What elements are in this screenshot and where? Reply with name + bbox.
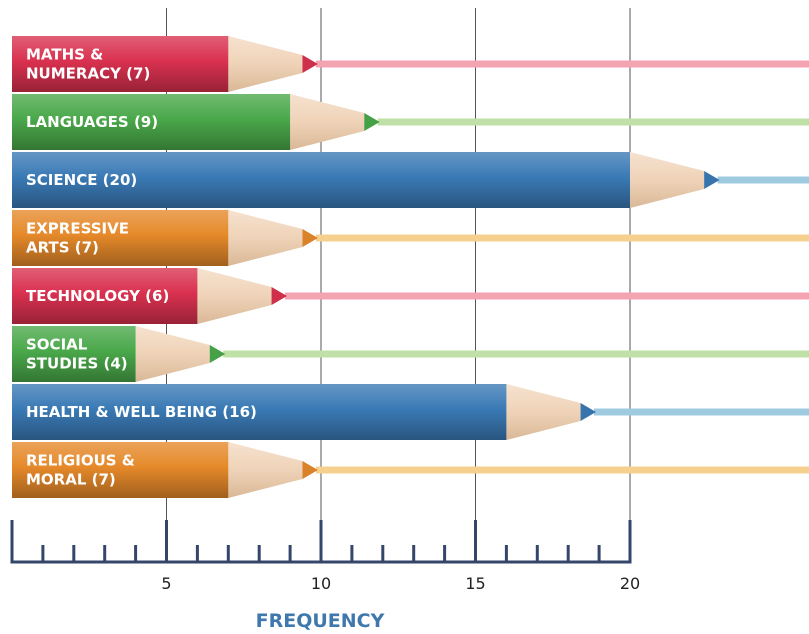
bar	[12, 152, 630, 208]
bar-label-line: RELIGIOUS &	[26, 452, 135, 470]
pencil-tip	[704, 171, 720, 189]
bar-label-line: EXPRESSIVE	[26, 220, 129, 238]
pencil-wood	[228, 210, 303, 266]
bar	[12, 36, 229, 92]
major-tick	[165, 520, 168, 562]
pencil-tip	[364, 113, 380, 131]
bar	[12, 94, 291, 150]
minor-tick	[134, 545, 138, 562]
pencil-tip	[271, 287, 288, 305]
minor-tick	[504, 545, 508, 562]
bar-pencil: RELIGIOUS & MORAL (7)	[12, 442, 809, 498]
bar-pencil: LANGUAGES (9)	[12, 94, 809, 150]
bar-label-line: HEALTH & WELL BEING (16)	[26, 403, 257, 421]
bar-label: EXPRESSIVE ARTS (7)	[26, 220, 129, 257]
bar	[12, 210, 229, 266]
bar	[12, 442, 229, 498]
bar	[12, 384, 507, 440]
pencil-tip	[209, 345, 226, 363]
bar-label-line: SOCIAL	[26, 336, 88, 354]
minor-tick	[597, 545, 601, 562]
bar	[12, 268, 198, 324]
bar-pencil: HEALTH & WELL BEING (16)	[12, 384, 809, 440]
pencil-wood	[228, 442, 303, 498]
pencil-wood	[290, 94, 365, 150]
pencil-line	[594, 408, 809, 416]
bar-label-line: MORAL (7)	[26, 471, 116, 489]
bar-label: SCIENCE (20)	[26, 171, 137, 189]
x-tick-label: 5	[161, 574, 171, 593]
pencil-tip	[302, 229, 318, 247]
x-axis-ruler	[10, 520, 632, 564]
pencil-line	[377, 118, 809, 126]
bar-label-line: ARTS (7)	[26, 239, 99, 257]
minor-tick	[350, 545, 354, 562]
pencil-wood	[630, 152, 705, 208]
minor-tick	[288, 545, 292, 562]
pencil-tip	[302, 55, 318, 73]
pencil-wood	[135, 326, 210, 382]
pencil-line	[717, 176, 809, 184]
bar-pencil: SOCIAL STUDIES (4)	[12, 326, 809, 382]
pencil-line	[315, 234, 809, 242]
bar-pencil: TECHNOLOGY (6)	[12, 268, 809, 324]
bar-label-line: TECHNOLOGY (6)	[26, 287, 169, 305]
bar-label: LANGUAGES (9)	[26, 113, 158, 131]
minor-tick	[195, 545, 199, 562]
minor-tick	[72, 545, 76, 562]
bar	[12, 326, 136, 382]
bar-pencil: EXPRESSIVE ARTS (7)	[12, 210, 809, 266]
bar-label-line: SCIENCE (20)	[26, 171, 137, 189]
pencil-line	[315, 60, 809, 68]
minor-tick	[535, 545, 539, 562]
x-tick-label: 20	[620, 574, 640, 593]
bar-label-line: MATHS &	[26, 46, 103, 64]
bars-group: MATHS & NUMERACY (7) LANGUAGES (9) SCIENCE …	[12, 36, 809, 498]
pencil-tip	[302, 461, 318, 479]
major-tick	[319, 520, 323, 562]
bar-label: HEALTH & WELL BEING (16)	[26, 403, 257, 421]
bar-pencil: SCIENCE (20)	[12, 152, 809, 208]
pencil-wood	[228, 36, 303, 92]
pencil-line	[315, 466, 809, 474]
bar-label-line: STUDIES (4)	[26, 355, 128, 373]
minor-tick	[257, 545, 261, 562]
x-tick-label: 15	[465, 574, 485, 593]
pencil-line	[223, 350, 809, 358]
bar-pencil: MATHS & NUMERACY (7)	[12, 36, 809, 92]
bar-label: SOCIAL STUDIES (4)	[26, 336, 128, 373]
major-tick	[628, 520, 632, 562]
x-tick-labels: 5 10 15 20	[161, 574, 640, 593]
bar-label: RELIGIOUS & MORAL (7)	[26, 452, 135, 489]
pencil-line	[285, 292, 809, 300]
minor-tick	[412, 545, 416, 562]
minor-tick	[226, 545, 230, 562]
bar-label: MATHS & NUMERACY (7)	[26, 46, 150, 83]
bar-label-line: LANGUAGES (9)	[26, 113, 158, 131]
pencil-wood	[197, 268, 272, 324]
x-tick-label: 10	[311, 574, 331, 593]
bar-label: TECHNOLOGY (6)	[26, 287, 169, 305]
pencil-tip	[580, 403, 597, 421]
minor-tick	[41, 545, 45, 562]
major-tick	[10, 520, 14, 562]
x-axis-title: FREQUENCY	[256, 610, 385, 632]
minor-tick	[381, 545, 385, 562]
minor-tick	[103, 545, 107, 562]
bar-label-line: NUMERACY (7)	[26, 65, 150, 83]
minor-tick	[566, 545, 570, 562]
major-tick	[474, 520, 477, 562]
minor-tick	[443, 545, 447, 562]
pencil-wood	[506, 384, 581, 440]
